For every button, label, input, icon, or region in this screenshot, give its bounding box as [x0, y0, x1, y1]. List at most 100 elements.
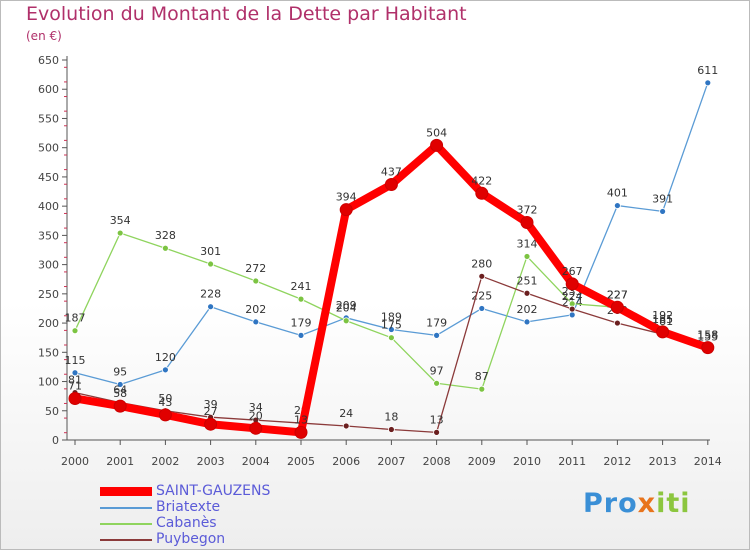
series-point-briatexte [523, 318, 531, 326]
data-label-puybegon: 81 [68, 374, 82, 387]
data-label-caban-s: 241 [291, 280, 312, 293]
series-point-caban-s [207, 260, 215, 268]
series-point-briatexte [614, 202, 621, 209]
data-label-puybegon: 34 [249, 401, 263, 414]
series-point-puybegon [523, 289, 531, 297]
data-label-puybegon: 24 [339, 407, 353, 420]
series-point-caban-s [252, 277, 260, 285]
chart-unit: (en €) [26, 29, 62, 43]
data-label-saint-gauzens: 13 [294, 413, 308, 426]
legend-label-puybegon: Puybegon [156, 531, 226, 547]
data-label-saint-gauzens: 504 [426, 126, 447, 139]
series-point-saint-gauzens [158, 408, 172, 422]
series-point-caban-s [433, 379, 441, 387]
data-label-caban-s: 97 [430, 364, 444, 377]
y-tick-label: 100 [38, 376, 59, 389]
series-point-caban-s [387, 334, 395, 342]
x-tick-label: 2002 [151, 455, 179, 468]
legend-swatch-cabanes [100, 523, 152, 525]
y-tick-label: 450 [38, 171, 59, 184]
series-point-caban-s [478, 385, 486, 393]
series-point-saint-gauzens [565, 277, 579, 291]
data-label-caban-s: 227 [607, 288, 628, 301]
legend-label-briatexte: Briatexte [156, 499, 221, 515]
series-point-caban-s [71, 327, 79, 335]
data-label-saint-gauzens: 43 [158, 396, 172, 409]
series-point-saint-gauzens [701, 341, 715, 355]
x-tick-label: 2003 [197, 455, 225, 468]
legend-swatch-briatexte [100, 507, 152, 509]
data-label-briatexte: 391 [652, 192, 673, 205]
x-tick-label: 2007 [377, 455, 405, 468]
data-label-caban-s: 204 [336, 302, 357, 315]
series-point-saint-gauzens [384, 178, 398, 192]
y-tick-label: 550 [38, 112, 59, 125]
data-label-caban-s: 272 [245, 262, 266, 275]
data-label-caban-s: 175 [381, 319, 402, 332]
series-point-saint-gauzens [610, 300, 624, 314]
data-label-briatexte: 120 [155, 351, 176, 364]
series-point-puybegon [478, 272, 486, 280]
series-point-briatexte [207, 303, 215, 311]
y-tick-label: 250 [38, 288, 59, 301]
series-point-caban-s [116, 229, 124, 237]
series-point-saint-gauzens [68, 391, 82, 405]
x-tick-label: 2000 [61, 455, 89, 468]
data-label-puybegon: 158 [697, 329, 718, 342]
data-label-briatexte: 179 [291, 316, 312, 329]
x-tick-label: 2013 [649, 455, 677, 468]
series-point-saint-gauzens [294, 425, 308, 439]
series-point-saint-gauzens [113, 399, 127, 413]
series-point-caban-s [161, 244, 169, 252]
series-point-briatexte [387, 326, 395, 333]
x-tick-label: 2012 [603, 455, 631, 468]
data-label-saint-gauzens: 58 [113, 387, 127, 400]
series-point-caban-s [523, 253, 531, 260]
data-label-saint-gauzens: 227 [607, 288, 628, 301]
series-point-briatexte [161, 366, 169, 374]
x-tick-label: 2010 [513, 455, 541, 468]
data-label-puybegon: 39 [204, 398, 218, 411]
y-tick-label: 150 [38, 346, 59, 359]
series-point-saint-gauzens [656, 325, 670, 339]
logo-text-pro: Pro [583, 488, 638, 519]
data-label-briatexte: 401 [607, 187, 628, 200]
y-tick-label: 300 [38, 259, 59, 272]
series-point-saint-gauzens [204, 417, 218, 431]
y-tick-label: 200 [38, 317, 59, 330]
data-label-caban-s: 301 [200, 245, 221, 258]
series-point-puybegon [568, 305, 576, 313]
series-point-puybegon [614, 319, 621, 327]
series-point-puybegon [433, 428, 441, 436]
data-label-caban-s: 328 [155, 229, 176, 242]
data-label-caban-s: 314 [517, 237, 538, 250]
data-label-puybegon: 13 [430, 413, 444, 426]
series-point-briatexte [704, 79, 712, 87]
y-tick-label: 600 [38, 83, 59, 96]
data-label-briatexte: 228 [200, 288, 221, 301]
series-point-briatexte [252, 318, 260, 326]
series-point-saint-gauzens [339, 203, 353, 217]
proxiti-logo: Proxiti [583, 488, 691, 519]
data-label-caban-s: 87 [475, 370, 489, 383]
x-tick-label: 2001 [106, 455, 134, 468]
x-tick-label: 2009 [468, 455, 496, 468]
y-tick-label: 400 [38, 200, 59, 213]
series-point-saint-gauzens [430, 138, 444, 152]
data-label-saint-gauzens: 267 [562, 265, 583, 278]
data-label-saint-gauzens: 372 [517, 204, 538, 217]
data-label-puybegon: 224 [562, 290, 583, 303]
data-label-saint-gauzens: 71 [68, 379, 82, 392]
data-label-puybegon: 251 [517, 274, 538, 287]
data-label-briatexte: 209 [336, 299, 357, 312]
data-label-puybegon: 280 [471, 257, 492, 270]
data-label-saint-gauzens: 422 [471, 174, 492, 187]
series-point-briatexte [116, 381, 124, 388]
legend-swatch-saint-gauzens [100, 487, 152, 496]
x-tick-label: 2004 [242, 455, 270, 468]
data-label-saint-gauzens: 158 [697, 329, 718, 342]
series-point-briatexte [297, 331, 305, 339]
y-tick-label: 50 [45, 405, 59, 418]
